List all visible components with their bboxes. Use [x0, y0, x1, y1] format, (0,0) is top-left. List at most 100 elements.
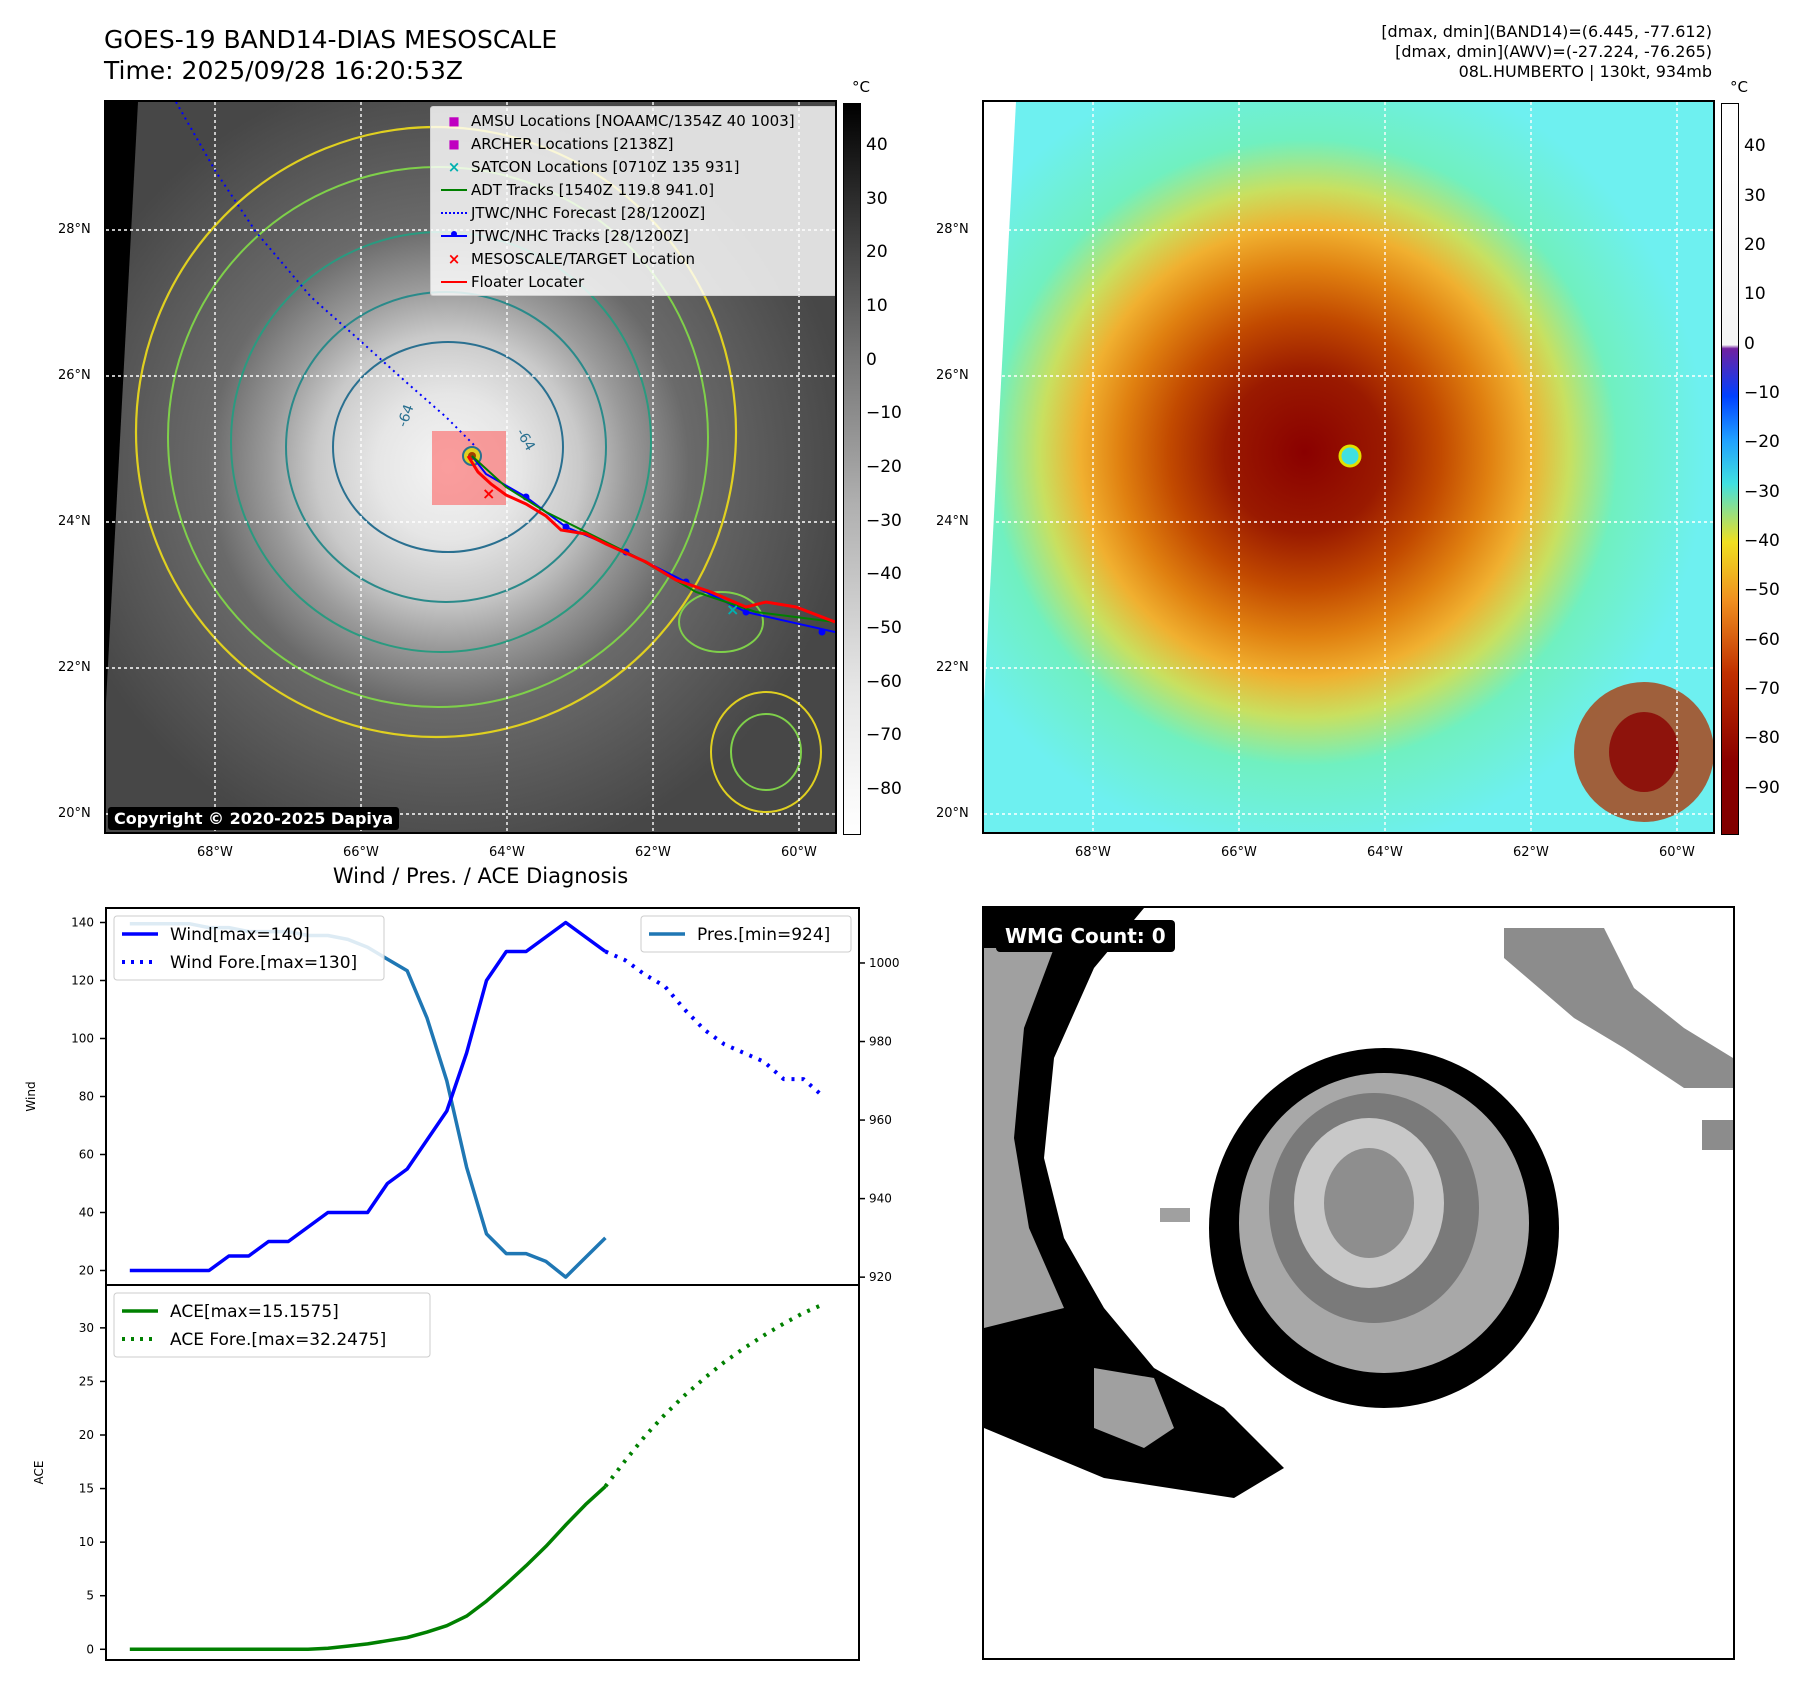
- ace-forecast-series-line: [603, 1302, 825, 1488]
- wind-legend-label: Wind[max=140]: [170, 925, 310, 945]
- ace-legend: [113, 1292, 431, 1358]
- ir-colorbar-tick: 0: [866, 349, 877, 370]
- legend-archer-label: ARCHER Locations [2138Z]: [471, 134, 674, 153]
- awv-colorbar-tick: 40: [1744, 136, 1766, 157]
- ir-colorbar-tick: 30: [866, 188, 888, 209]
- legend-amsu: ■ AMSU Locations [NOAAMC/1354Z 40 1003]: [437, 109, 835, 132]
- lon-tick-label: 68°W: [197, 845, 233, 860]
- wmg-count-label: WMG Count: 0: [996, 920, 1175, 952]
- legend-forecast: JTWC/NHC Forecast [28/1200Z]: [437, 201, 835, 224]
- legend-mesoscale-label: MESOSCALE/TARGET Location: [471, 249, 696, 268]
- chart-title: GOES-19 BAND14-DIAS MESOSCALE Time: 2025…: [104, 24, 557, 86]
- awv-colorbar-tick: −10: [1744, 383, 1780, 403]
- ir-colorbar-tick: 20: [866, 242, 888, 263]
- awv-colorbar-tick: −40: [1744, 530, 1780, 551]
- ir-colorbar-unit: °C: [852, 78, 870, 96]
- copyright-label: Copyright © 2020-2025 Dapiya: [108, 807, 400, 830]
- ir-colorbar-tick: −80: [866, 779, 902, 800]
- wind-tick-label: 40: [79, 1206, 94, 1220]
- wmg-image: [984, 908, 1733, 1498]
- wind-legend-label: Wind Fore.[max=130]: [170, 953, 357, 973]
- square-marker-icon: ■: [448, 113, 460, 128]
- awv-satellite-panel: [982, 100, 1715, 834]
- line-marker-icon: [437, 280, 471, 283]
- ace-tick-label: 10: [79, 1535, 94, 1549]
- lon-tick-label: 64°W: [489, 845, 525, 860]
- pressure-tick-label: 980: [869, 1035, 892, 1049]
- lon-tick-label: 60°W: [1659, 845, 1695, 860]
- wind-tick-label: 60: [79, 1148, 94, 1162]
- legend-amsu-label: AMSU Locations [NOAAMC/1354Z 40 1003]: [471, 111, 795, 130]
- lat-tick-label: 28°N: [936, 222, 969, 237]
- lat-tick-label: 24°N: [58, 514, 91, 529]
- wind-tick-label: 20: [79, 1264, 94, 1278]
- ace-axes-frame: [105, 1284, 860, 1661]
- legend-floater: Floater Locater: [437, 270, 835, 293]
- awv-colorbar-tick: 30: [1744, 185, 1766, 206]
- dotted-line-icon: [437, 211, 471, 214]
- square-marker-icon: ■: [448, 136, 460, 151]
- ir-colorbar-tick: 40: [866, 134, 888, 155]
- legend-jtwc-label: JTWC/NHC Tracks [28/1200Z]: [471, 226, 689, 245]
- info-line2: [dmax, dmin](AWV)=(-27.224, -76.265): [1395, 42, 1712, 61]
- diagnosis-chart: 20 40 60 80 100 120 140 920 940 960 980 1000 0 5 10 15 2…: [24, 907, 900, 1661]
- pressure-tick-label: 960: [869, 1113, 892, 1127]
- ace-tick-label: 5: [86, 1589, 94, 1603]
- ir-colorbar-tick: −10: [866, 403, 902, 424]
- awv-colorbar-tick: 10: [1744, 284, 1766, 305]
- x-marker-icon: ×: [447, 157, 461, 176]
- awv-colorbar-tick: −90: [1744, 777, 1780, 798]
- legend-adt-label: ADT Tracks [1540Z 119.8 941.0]: [471, 180, 715, 199]
- awv-colorbar-tick: −30: [1744, 481, 1780, 502]
- awv-colorbar-tick: 0: [1744, 333, 1755, 354]
- ace-tick-label: 0: [86, 1642, 94, 1656]
- wind-axis-label: Wind: [24, 1081, 38, 1111]
- ir-legend: ■ AMSU Locations [NOAAMC/1354Z 40 1003] …: [430, 106, 835, 296]
- ir-colorbar-tick: −40: [866, 564, 902, 585]
- ace-tick-label: 15: [79, 1482, 94, 1496]
- ace-axis-label: ACE: [32, 1461, 46, 1485]
- line-marker-icon: [437, 188, 471, 191]
- svg-text:×: ×: [726, 600, 739, 619]
- ir-colorbar: [843, 103, 861, 835]
- awv-colorbar-unit: °C: [1730, 78, 1748, 96]
- ace-series-line: [129, 1485, 607, 1652]
- ir-colorbar-tick: −60: [866, 671, 902, 692]
- lat-tick-label: 26°N: [58, 368, 91, 383]
- awv-colorbar-tick: −70: [1744, 678, 1780, 699]
- wind-legend: [113, 915, 385, 981]
- title-line1: GOES-19 BAND14-DIAS MESOSCALE: [104, 25, 558, 54]
- legend-adt: ADT Tracks [1540Z 119.8 941.0]: [437, 178, 835, 201]
- info-line1: [dmax, dmin](BAND14)=(6.445, -77.612): [1381, 22, 1712, 41]
- ir-colorbar-tick: 10: [866, 295, 888, 316]
- ir-colorbar-tick: −70: [866, 725, 902, 746]
- pressure-legend: [640, 915, 852, 953]
- wind-tick-label: 140: [71, 916, 94, 930]
- legend-mesoscale: × MESOSCALE/TARGET Location: [437, 247, 835, 270]
- x-marker-icon: ×: [447, 249, 461, 268]
- ace-tick-label: 20: [79, 1428, 94, 1442]
- wind-tick-label: 100: [71, 1032, 94, 1046]
- lon-tick-label: 66°W: [343, 845, 379, 860]
- ir-colorbar-tick: −50: [866, 618, 902, 639]
- awv-colorbar: [1721, 103, 1739, 835]
- ir-colorbar-tick: −30: [866, 510, 902, 531]
- awv-colorbar-tick: −60: [1744, 629, 1780, 650]
- awv-satellite-image: [984, 102, 1713, 832]
- ace-legend-label: ACE Fore.[max=32.2475]: [170, 1330, 386, 1350]
- lat-tick-label: 28°N: [58, 222, 91, 237]
- ace-legend-label: ACE[max=15.1575]: [170, 1302, 339, 1322]
- pressure-tick-label: 940: [869, 1192, 892, 1206]
- legend-archer: ■ ARCHER Locations [2138Z]: [437, 132, 835, 155]
- lat-tick-label: 22°N: [936, 660, 969, 675]
- awv-colorbar-tick: −20: [1744, 432, 1780, 453]
- pressure-tick-label: 920: [869, 1270, 892, 1284]
- awv-colorbar-tick: 20: [1744, 235, 1766, 256]
- legend-jtwc: JTWC/NHC Tracks [28/1200Z]: [437, 224, 835, 247]
- lon-tick-label: 64°W: [1367, 845, 1403, 860]
- contour-label-a: -64: [395, 402, 418, 429]
- wind-series-line: [129, 920, 607, 1273]
- lat-tick-label: 20°N: [936, 806, 969, 821]
- wind-tick-label: 120: [71, 974, 94, 988]
- legend-satcon-label: SATCON Locations [0710Z 135 931]: [471, 157, 740, 176]
